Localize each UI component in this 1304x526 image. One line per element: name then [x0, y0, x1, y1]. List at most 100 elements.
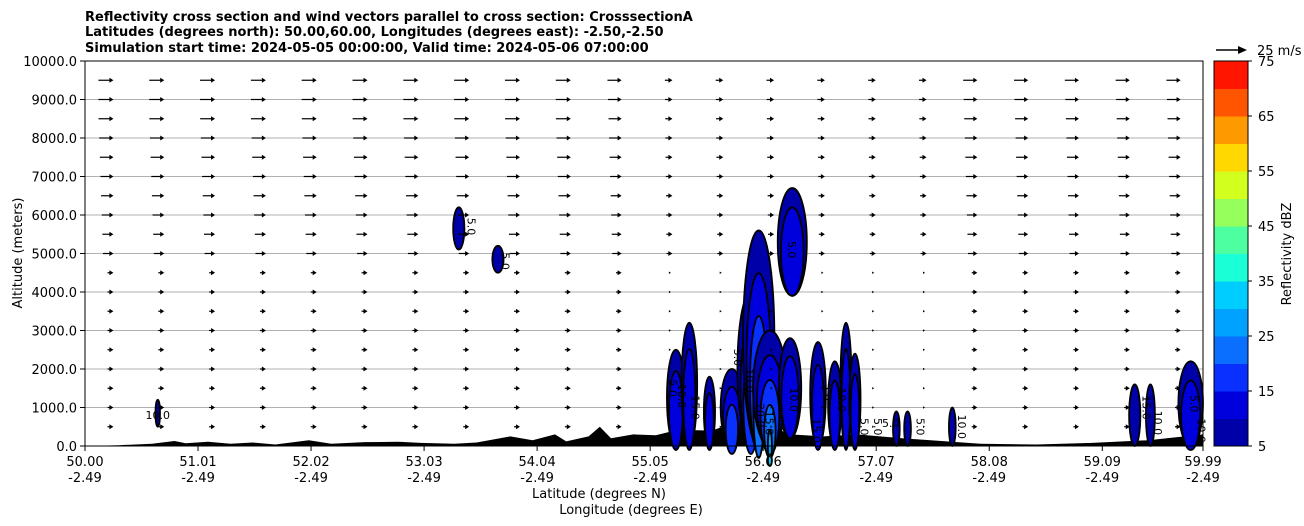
wind-vector: [719, 406, 722, 409]
wind-vector-head: [414, 135, 419, 141]
wind-vector-head: [770, 116, 775, 122]
wind-vector-head: [668, 251, 673, 256]
wind-vector-head: [1024, 366, 1029, 372]
wind-vector-head: [770, 97, 775, 102]
colorbar-tick-label: 75: [1258, 55, 1275, 70]
wind-vector-head: [1125, 116, 1130, 122]
wind-vector-head: [109, 193, 114, 199]
wind-vector-head: [211, 251, 216, 256]
wind-vector-head: [160, 77, 165, 83]
wind-vector-head: [363, 174, 368, 179]
colorbar-tick-label: 5: [1258, 440, 1266, 455]
wind-vector: [668, 387, 671, 390]
y-tick-label: 5000.0: [32, 248, 78, 263]
wind-vector-head: [1125, 424, 1130, 430]
contour-label: 5.0: [731, 349, 744, 367]
wind-vector-head: [668, 154, 673, 160]
wind-vector-head: [617, 366, 622, 372]
wind-vector-head: [363, 385, 368, 391]
wind-vector: [923, 406, 925, 409]
contour-fill: [1128, 383, 1142, 447]
wind-vector-head: [211, 116, 216, 122]
contour-label: 5.0: [914, 418, 927, 436]
colorbar-band: [1214, 418, 1248, 447]
wind-vector-head: [160, 116, 165, 122]
x-tick-label-lon: -2.49: [1186, 471, 1220, 486]
wind-vector-head: [1125, 308, 1130, 314]
wind-vector: [821, 310, 824, 313]
wind-vector-head: [515, 308, 520, 314]
wind-vector-head: [261, 385, 266, 391]
wind-vector-head: [719, 193, 724, 199]
wind-vector-head: [1024, 154, 1029, 160]
colorbar-band: [1214, 363, 1248, 392]
wind-vector: [719, 367, 722, 371]
wind-vector-head: [1176, 97, 1181, 102]
wind-vector-head: [871, 97, 876, 102]
wind-vector-head: [566, 97, 571, 102]
x-tick-label-lat: 54.04: [519, 455, 556, 470]
wind-vector-head: [566, 135, 571, 141]
wind-vector: [770, 425, 773, 428]
wind-vector-head: [1176, 135, 1181, 141]
colorbar-band: [1214, 116, 1248, 144]
wind-vector-head: [465, 135, 470, 141]
wind-vector-head: [1176, 77, 1181, 83]
wind-vector-head: [515, 97, 520, 102]
wind-vector-head: [922, 174, 927, 179]
wind-vector-head: [211, 366, 216, 372]
wind-vector-head: [1176, 116, 1181, 122]
wind-vector-head: [363, 289, 368, 295]
contour-label: 15.0: [1140, 395, 1153, 420]
reflectivity-contours: [154, 187, 1204, 467]
wind-vector-head: [871, 231, 876, 237]
wind-vector-head: [871, 212, 876, 218]
wind-vector-head: [312, 193, 317, 199]
colorbar-frame: [1213, 60, 1249, 447]
wind-vector-head: [312, 308, 317, 314]
wind-vector-head: [668, 193, 673, 199]
wind-vector-head: [922, 231, 927, 237]
wind-vector-head: [1074, 270, 1079, 276]
wind-vector-head: [617, 328, 622, 333]
wind-vector-head: [1024, 212, 1029, 218]
wind-vector: [719, 425, 722, 428]
wind-vector-head: [211, 347, 216, 353]
wind-vector-head: [617, 135, 622, 141]
wind-vector-head: [922, 77, 927, 83]
wind-vector-head: [973, 135, 978, 141]
wind-vector-head: [515, 270, 520, 276]
wind-vector-head: [871, 193, 876, 199]
wind-vector-head: [973, 405, 978, 410]
wind-vector-head: [973, 270, 978, 276]
wind-vector-head: [820, 193, 825, 199]
wind-vector: [821, 425, 824, 428]
wind-vector-head: [109, 385, 114, 391]
wind-vector-head: [1074, 231, 1079, 237]
y-tick-label: 6000.0: [32, 209, 78, 224]
wind-vector-head: [820, 231, 825, 237]
wind-vector-head: [1125, 289, 1130, 295]
wind-vector-head: [414, 116, 419, 122]
wind-vector-head: [465, 328, 470, 333]
wind-vector-head: [465, 212, 470, 218]
wind-vector-head: [566, 77, 571, 83]
wind-vector: [872, 406, 875, 409]
wind-vector-head: [414, 308, 419, 314]
wind-vector: [719, 310, 722, 313]
wind-vector-head: [160, 270, 165, 276]
wind-vector-head: [566, 231, 571, 237]
wind-vector-head: [211, 97, 216, 102]
wind-vector-head: [109, 366, 114, 372]
x-tick-label-lon: -2.49: [181, 471, 215, 486]
wind-vector: [872, 310, 875, 313]
wind-vector-head: [261, 424, 266, 430]
wind-vector-head: [312, 328, 317, 333]
wind-vector-head: [973, 174, 978, 179]
x-tick-label-lat: 55.05: [632, 455, 669, 470]
wind-vector-head: [363, 328, 368, 333]
wind-vector-head: [922, 212, 927, 218]
wind-vector-head: [261, 77, 266, 83]
x-axis-ticks: 50.00-2.4951.01-2.4952.02-2.4953.03-2.49…: [66, 446, 1222, 486]
wind-vector-head: [109, 212, 114, 218]
